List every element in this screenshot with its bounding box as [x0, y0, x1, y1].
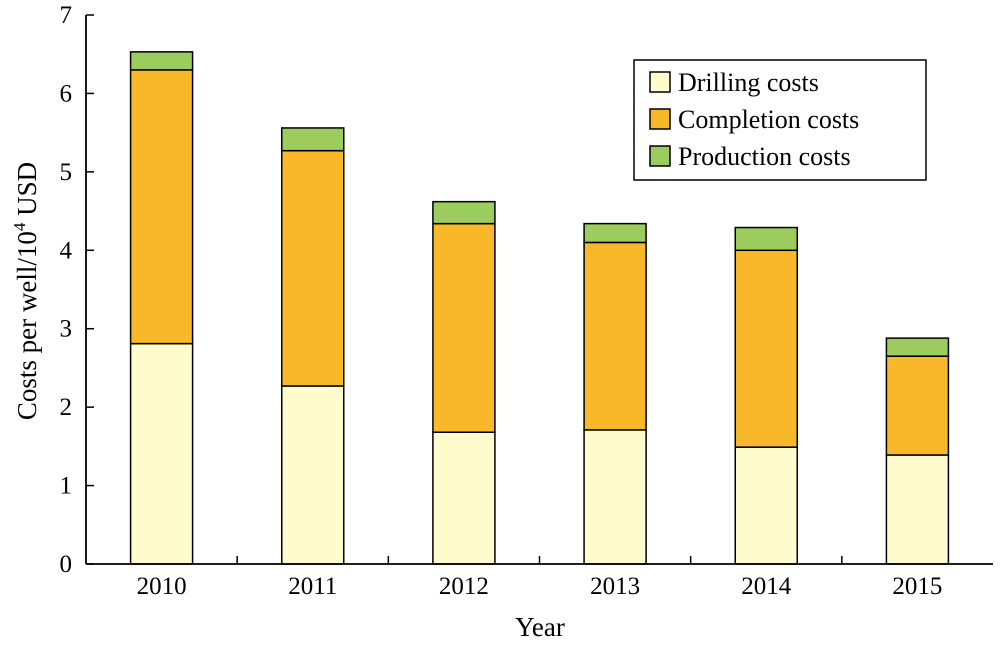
legend-label-drilling-costs: Drilling costs — [678, 68, 819, 97]
bar-2013-completion-costs — [583, 241, 647, 431]
y-tick-label: 6 — [60, 80, 73, 107]
bar-2011-drilling-costs — [281, 385, 345, 565]
bar-2011-production-costs — [281, 127, 345, 152]
x-tick-label: 2011 — [288, 573, 337, 600]
x-ticks: 2010 2011 2012 2013 2014 2015 — [137, 556, 942, 600]
x-tick-label: 2012 — [439, 573, 489, 600]
bar-2012-completion-costs — [432, 222, 496, 433]
y-tick-label: 4 — [60, 237, 73, 264]
bar-2014-completion-costs — [734, 249, 798, 448]
bar-2010-drilling-costs — [129, 342, 194, 565]
y-axis-title-unit: USD — [12, 162, 42, 223]
legend-swatch-drilling-costs — [649, 71, 671, 93]
legend-swatch-production-costs — [649, 145, 671, 167]
y-tick-label: 5 — [60, 159, 73, 186]
y-tick-label: 1 — [60, 473, 73, 500]
y-tick-label: 3 — [60, 316, 73, 343]
bar-2012-production-costs — [432, 200, 496, 225]
bar-2015-production-costs — [885, 337, 950, 357]
y-tick-label: 7 — [60, 2, 73, 29]
legend-swatch-completion-costs — [649, 108, 671, 130]
legend-label-completion-costs: Completion costs — [678, 105, 859, 134]
bar-2015-drilling-costs — [885, 454, 950, 565]
plot-area — [129, 51, 950, 565]
bar-2011-completion-costs — [281, 149, 345, 387]
y-tick-label: 2 — [60, 394, 73, 421]
bar-2010-completion-costs — [129, 69, 194, 345]
bar-2015-completion-costs — [885, 355, 950, 456]
bar-2014-production-costs — [734, 226, 798, 252]
y-axis-title-superscript: 4 — [10, 222, 29, 231]
bar-2013-drilling-costs — [583, 429, 647, 565]
y-ticks: 0 1 2 3 4 5 6 7 — [60, 2, 94, 578]
legend-frame — [633, 59, 927, 181]
y-tick-label: 0 — [60, 551, 73, 578]
x-tick-label: 2013 — [590, 573, 640, 600]
x-axis-title: Year — [515, 612, 565, 642]
bar-2012-drilling-costs — [432, 431, 496, 565]
bar-2010-production-costs — [129, 51, 194, 71]
y-axis-title-main: Costs per well/10 — [12, 231, 42, 420]
x-tick-label: 2014 — [741, 573, 792, 600]
x-tick-label: 2010 — [137, 573, 187, 600]
y-axis-title: Costs per well/104 USD — [10, 162, 42, 420]
legend: Drilling costs Completion costs Production… — [633, 59, 927, 181]
bar-2013-production-costs — [583, 222, 647, 244]
legend-label-production-costs: Production costs — [678, 142, 851, 171]
bar-2014-drilling-costs — [734, 446, 798, 565]
x-tick-label: 2015 — [892, 573, 942, 600]
